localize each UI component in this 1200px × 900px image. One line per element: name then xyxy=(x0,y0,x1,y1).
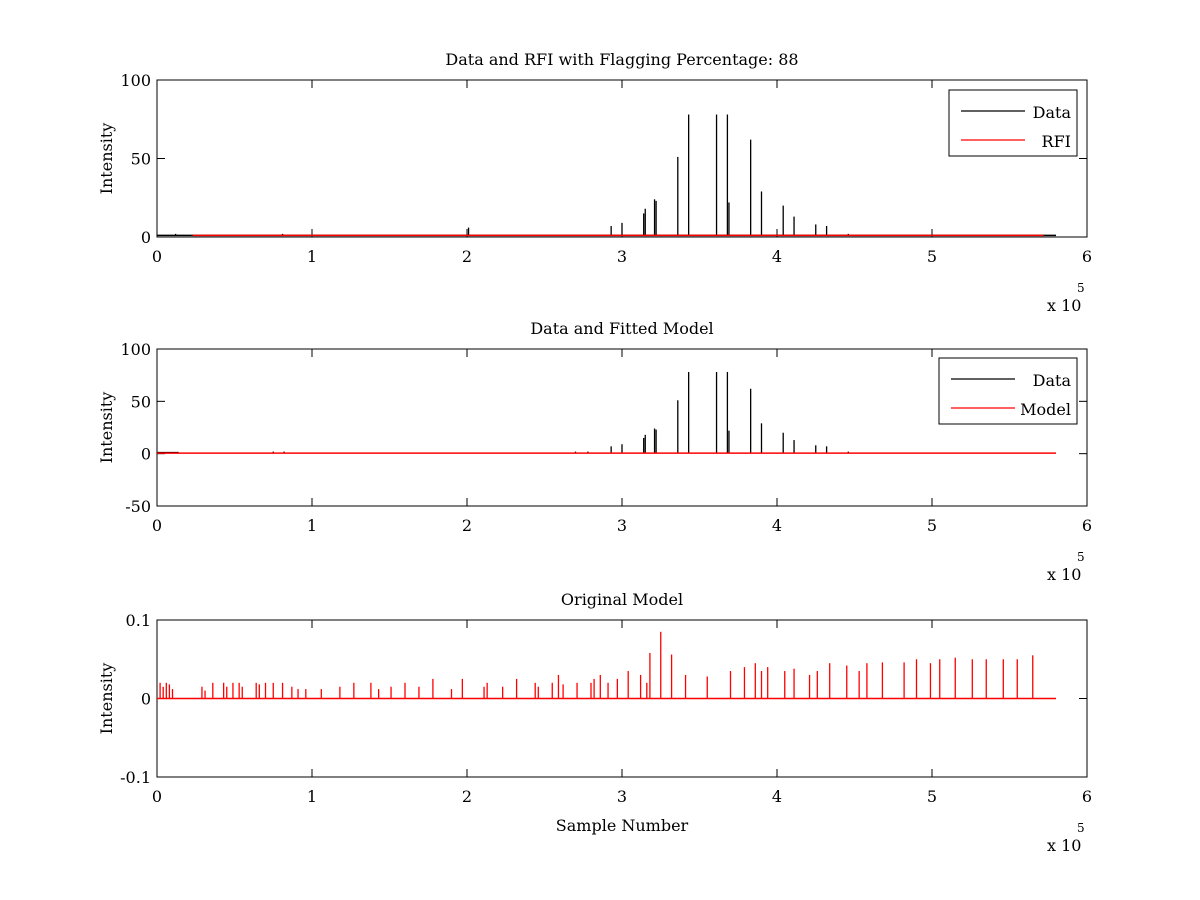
legend-label: Data xyxy=(1033,371,1072,390)
x-tick-label: 0 xyxy=(152,787,162,806)
y-tick-label: -0.1 xyxy=(120,768,151,787)
x-tick-label: 4 xyxy=(772,247,782,266)
x-tick-label: 2 xyxy=(462,516,472,535)
x-tick-label: 3 xyxy=(617,516,627,535)
x-tick-label: 1 xyxy=(307,516,317,535)
legend-box xyxy=(948,89,1078,157)
x-exponent-label: x 10 xyxy=(1047,836,1081,855)
legend-label: RFI xyxy=(1042,132,1071,151)
legend-label: Model xyxy=(1020,400,1071,419)
x-exponent-power: 5 xyxy=(1077,821,1085,835)
charts-root: Data and RFI with Flagging Percentage: 8… xyxy=(97,50,1092,855)
y-tick-label: 100 xyxy=(120,340,151,359)
y-tick-label: 100 xyxy=(120,71,151,90)
x-tick-label: 4 xyxy=(772,516,782,535)
x-tick-label: 5 xyxy=(927,516,937,535)
x-tick-label: 2 xyxy=(462,787,472,806)
y-axis-label: Intensity xyxy=(97,663,116,735)
y-tick-label: 50 xyxy=(131,150,151,169)
y-tick-label: 0.1 xyxy=(126,611,151,630)
chart-panel-3: Original Model Intensity Sample Number 0 1 2 3… xyxy=(97,590,1092,855)
y-axis-label: Intensity xyxy=(97,123,116,195)
x-tick-label: 3 xyxy=(617,787,627,806)
plot-area xyxy=(156,348,1088,507)
x-tick-label: 6 xyxy=(1082,787,1092,806)
x-exponent-label: x 10 xyxy=(1047,565,1081,584)
x-tick-label: 5 xyxy=(927,787,937,806)
x-exponent-label: x 10 xyxy=(1047,296,1081,315)
legend: Data Model xyxy=(938,357,1078,425)
chart-title: Data and Fitted Model xyxy=(530,319,713,338)
x-tick-label: 4 xyxy=(772,787,782,806)
x-exponent-power: 5 xyxy=(1077,550,1085,564)
chart-panel-2: Data and Fitted Model Intensity 0 1 2 3 4 5 6 -50… xyxy=(97,319,1092,584)
x-tick-label: 5 xyxy=(927,247,937,266)
y-tick-label: 50 xyxy=(131,392,151,411)
legend-box xyxy=(938,357,1078,425)
plot-area xyxy=(156,79,1088,238)
x-exponent-power: 5 xyxy=(1077,281,1085,295)
x-tick-label: 0 xyxy=(152,247,162,266)
y-tick-label: 0 xyxy=(141,445,151,464)
chart-panel-1: Data and RFI with Flagging Percentage: 8… xyxy=(97,50,1092,315)
x-tick-label: 6 xyxy=(1082,247,1092,266)
chart-title: Data and RFI with Flagging Percentage: 8… xyxy=(445,50,798,69)
x-tick-label: 1 xyxy=(307,787,317,806)
series-1-group xyxy=(157,631,1056,700)
y-axis-label: Intensity xyxy=(97,392,116,464)
x-tick-label: 6 xyxy=(1082,516,1092,535)
legend-label: Data xyxy=(1033,103,1072,122)
y-tick-label: 0 xyxy=(141,228,151,247)
y-tick-label: -50 xyxy=(125,497,151,516)
y-tick-label: 0 xyxy=(141,690,151,709)
x-tick-label: 2 xyxy=(462,247,472,266)
x-tick-label: 3 xyxy=(617,247,627,266)
x-tick-label: 0 xyxy=(152,516,162,535)
x-axis-label: Sample Number xyxy=(556,816,689,835)
x-tick-label: 1 xyxy=(307,247,317,266)
legend: Data RFI xyxy=(948,89,1078,157)
chart-title: Original Model xyxy=(561,590,683,609)
